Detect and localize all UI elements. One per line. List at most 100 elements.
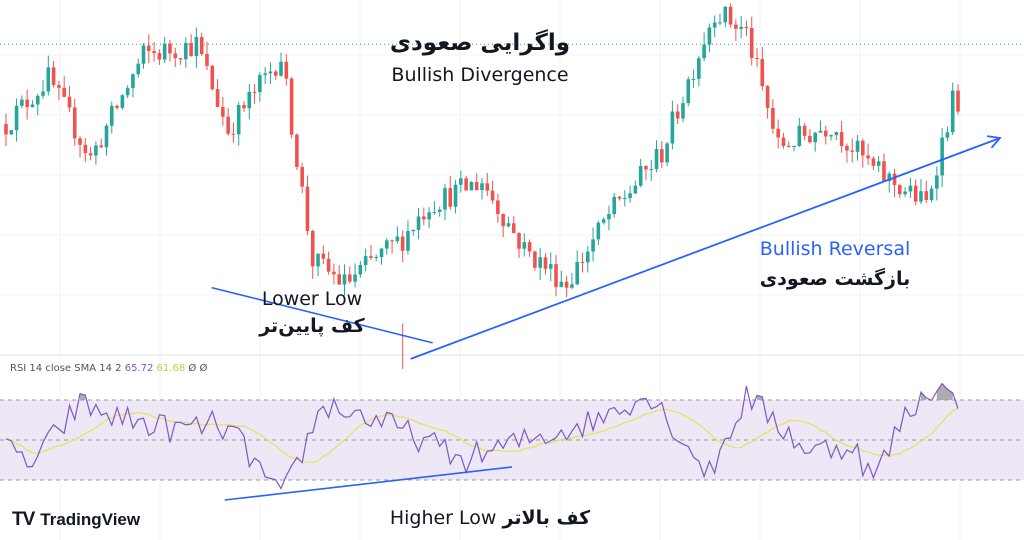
candle-body [464,178,468,191]
candle-body [644,165,648,170]
candle-body [712,22,717,28]
candle-body [51,67,56,86]
candle-body [199,36,204,55]
candle-body [485,183,490,191]
candle-body [601,219,606,223]
rsi-legend-extra-1: Ø [188,363,197,374]
candle-body [924,191,929,200]
candle-body [99,145,103,148]
candle-body [448,188,453,207]
candle-body [35,95,40,105]
candle-body [660,149,664,163]
candle-body [882,161,886,181]
candle-body [945,132,950,138]
candle-body [734,24,738,29]
candle-body [427,212,431,220]
candle-body [109,105,114,126]
candle-body [342,274,347,285]
candle-body [358,264,363,275]
candle-body [570,284,574,288]
rsi-extreme-fills [80,383,953,400]
candle-body [617,196,622,199]
candle-body [104,125,109,148]
candle-body [316,253,320,267]
candle-body [935,175,939,189]
candle-body [755,58,759,60]
candle-body [14,105,19,131]
candle-body [548,264,553,269]
candle-body [141,45,146,64]
candle-body [792,145,796,147]
candle-body [390,240,394,242]
candle-body [675,111,680,119]
lower-low-label: Lower Low [261,288,363,310]
lower-low-label-persian: کف پایین‌تر [259,315,365,337]
candle-body [120,95,125,108]
candle-body [411,229,416,232]
candle-body [279,61,283,76]
candle-body [527,242,532,252]
candle-body [861,140,865,156]
candle-body [929,188,934,200]
tradingview-logo-text: TradingView [40,510,141,529]
candle-body [247,91,252,109]
candle-body [691,78,696,80]
candle-body [184,42,188,60]
candle-body [369,256,373,258]
candle-body [702,44,706,59]
bullish-reversal-arrow-head [987,135,1002,149]
candle-body [850,150,855,152]
tradingview-logo-icon: TV [12,509,35,530]
candle-body [887,173,892,181]
candle-body [147,45,151,51]
candle-body [385,240,389,249]
higher-low-label-group: Higher Low کف بالاتر [360,507,620,529]
candle-body [919,191,923,202]
candle-body [453,184,458,207]
candle-body [511,223,516,234]
candle-body [437,209,442,212]
candle-body [25,99,29,108]
candle-body [718,22,722,24]
candle-body [406,231,410,251]
candle-body [400,236,405,251]
candle-body [871,158,876,166]
candle-body [236,104,241,135]
candle-body [707,27,712,45]
rsi-legend[interactable]: RSI 14 close SMA 14 2 65.72 61.68 Ø Ø [10,363,207,374]
candle-body [62,87,66,97]
candle-body [749,27,754,59]
candle-body [845,145,849,151]
candle-body [496,200,500,214]
candle-body [522,242,527,249]
title-english: Bullish Divergence [391,64,569,86]
candle-body [575,261,579,285]
candle-body [580,261,585,263]
candle-body [686,79,691,104]
candle-body [115,105,119,108]
candle-body [252,91,257,93]
candle-body [326,258,331,272]
lower-low-trendline [211,286,433,344]
candle-body [654,149,659,170]
candle-body [443,188,447,210]
rsi-line [5,382,959,490]
higher-low-label: Higher Low [389,507,497,529]
candle-body [30,104,35,108]
rsi-legend-value: 65.72 [124,363,154,374]
tradingview-logo[interactable]: TV TradingView [12,509,140,531]
candle-body [490,190,495,201]
candle-body [892,173,897,186]
candle-body [94,145,98,156]
bullish-reversal-label-persian: بازگشت صعودی [759,268,911,290]
candle-body [908,185,913,192]
candle-body [131,74,135,89]
candle-body [480,183,484,191]
candle-body [744,26,749,28]
candle-body [776,128,780,138]
candle-body [57,85,61,88]
candle-body [474,181,479,191]
candle-body [538,257,542,268]
candle-body [353,274,357,282]
candle-body [459,178,463,185]
